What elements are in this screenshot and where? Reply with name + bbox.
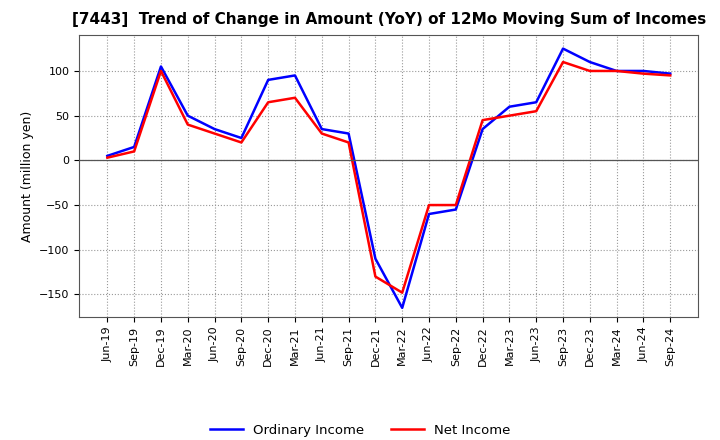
Net Income bbox=[371, 274, 379, 279]
Ordinary Income bbox=[344, 131, 353, 136]
Net Income bbox=[237, 140, 246, 145]
Net Income bbox=[291, 95, 300, 100]
Net Income bbox=[264, 99, 272, 105]
Net Income bbox=[157, 68, 166, 73]
Ordinary Income bbox=[612, 68, 621, 73]
Net Income bbox=[505, 113, 514, 118]
Ordinary Income bbox=[184, 113, 192, 118]
Net Income bbox=[532, 109, 541, 114]
Line: Net Income: Net Income bbox=[107, 62, 670, 293]
Legend: Ordinary Income, Net Income: Ordinary Income, Net Income bbox=[204, 418, 516, 440]
Ordinary Income bbox=[264, 77, 272, 83]
Net Income bbox=[451, 202, 460, 208]
Net Income bbox=[612, 68, 621, 73]
Ordinary Income bbox=[398, 305, 407, 311]
Net Income bbox=[425, 202, 433, 208]
Net Income bbox=[184, 122, 192, 127]
Title: [7443]  Trend of Change in Amount (YoY) of 12Mo Moving Sum of Incomes: [7443] Trend of Change in Amount (YoY) o… bbox=[72, 12, 706, 27]
Ordinary Income bbox=[210, 126, 219, 132]
Net Income bbox=[344, 140, 353, 145]
Net Income bbox=[639, 71, 648, 76]
Ordinary Income bbox=[237, 136, 246, 141]
Ordinary Income bbox=[532, 99, 541, 105]
Ordinary Income bbox=[451, 207, 460, 212]
Ordinary Income bbox=[291, 73, 300, 78]
Net Income bbox=[130, 149, 138, 154]
Ordinary Income bbox=[318, 126, 326, 132]
Ordinary Income bbox=[559, 46, 567, 51]
Ordinary Income bbox=[505, 104, 514, 110]
Ordinary Income bbox=[666, 71, 675, 76]
Net Income bbox=[103, 155, 112, 160]
Ordinary Income bbox=[103, 153, 112, 158]
Line: Ordinary Income: Ordinary Income bbox=[107, 48, 670, 308]
Net Income bbox=[666, 73, 675, 78]
Net Income bbox=[559, 59, 567, 65]
Ordinary Income bbox=[130, 144, 138, 150]
Ordinary Income bbox=[478, 126, 487, 132]
Net Income bbox=[585, 68, 594, 73]
Net Income bbox=[478, 117, 487, 123]
Ordinary Income bbox=[425, 211, 433, 216]
Y-axis label: Amount (million yen): Amount (million yen) bbox=[21, 110, 34, 242]
Ordinary Income bbox=[639, 68, 648, 73]
Net Income bbox=[318, 131, 326, 136]
Ordinary Income bbox=[585, 59, 594, 65]
Net Income bbox=[398, 290, 407, 295]
Net Income bbox=[210, 131, 219, 136]
Ordinary Income bbox=[371, 256, 379, 261]
Ordinary Income bbox=[157, 64, 166, 69]
